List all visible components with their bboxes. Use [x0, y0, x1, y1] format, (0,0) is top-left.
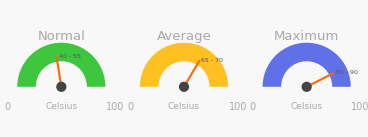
Text: 100: 100 — [106, 102, 124, 112]
Text: 0: 0 — [250, 102, 256, 112]
Circle shape — [57, 82, 66, 91]
Text: 65 - 70: 65 - 70 — [201, 58, 223, 63]
Text: 40 - 55: 40 - 55 — [59, 54, 81, 59]
Text: 0: 0 — [4, 102, 11, 112]
Text: 100: 100 — [229, 102, 247, 112]
Circle shape — [180, 82, 188, 91]
Text: Celsius: Celsius — [168, 102, 200, 111]
Text: Celsius: Celsius — [291, 102, 323, 111]
Text: 100: 100 — [351, 102, 368, 112]
Text: Average: Average — [156, 30, 212, 43]
Text: 80 - 90: 80 - 90 — [336, 70, 357, 75]
Text: Maximum: Maximum — [274, 30, 339, 43]
Wedge shape — [17, 43, 105, 87]
Wedge shape — [263, 43, 351, 87]
Text: Celsius: Celsius — [45, 102, 77, 111]
Wedge shape — [140, 43, 228, 87]
Text: 0: 0 — [127, 102, 133, 112]
Text: Normal: Normal — [38, 30, 85, 43]
Circle shape — [302, 82, 311, 91]
